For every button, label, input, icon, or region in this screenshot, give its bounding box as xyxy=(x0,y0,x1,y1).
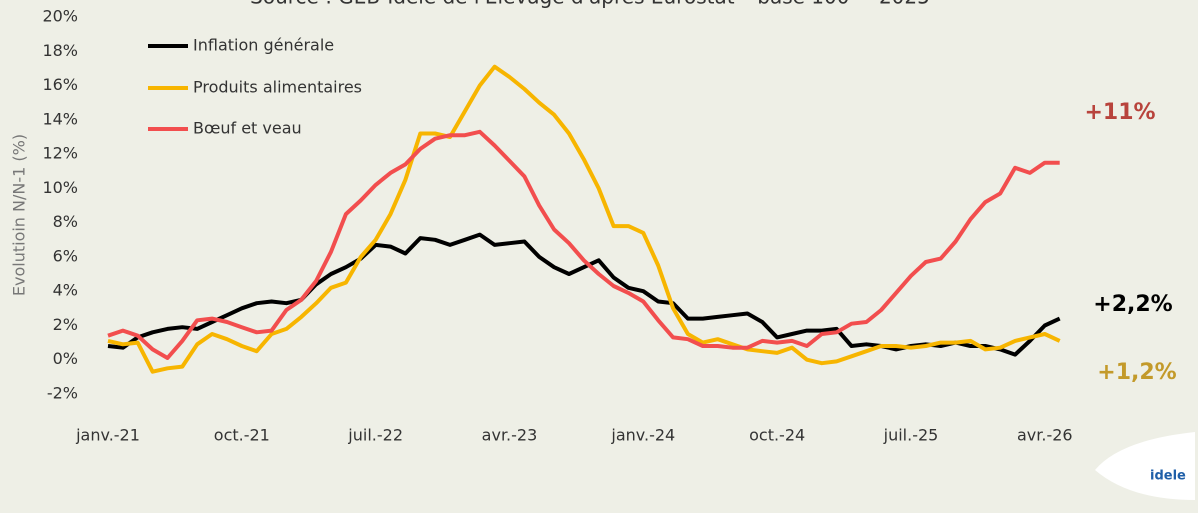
x-tick-label: avr.-23 xyxy=(482,426,538,445)
logo-shape xyxy=(1095,432,1195,500)
x-tick-label: oct.-21 xyxy=(214,426,270,445)
annotation: +1,2% xyxy=(1097,360,1176,385)
y-tick-label: 10% xyxy=(42,178,78,197)
legend-label: Produits alimentaires xyxy=(193,78,362,97)
legend-label: Inflation générale xyxy=(193,36,334,55)
x-tick-label: juil.-25 xyxy=(883,426,939,445)
y-tick-label: 0% xyxy=(53,349,78,368)
x-tick-label: juil.-22 xyxy=(347,426,403,445)
y-tick-label: 16% xyxy=(42,75,78,94)
chart-title: Source : GEB-Idele de l'Elevage d'après … xyxy=(250,0,930,9)
annotation: +2,2% xyxy=(1093,292,1172,317)
y-tick-label: 20% xyxy=(42,7,78,26)
y-tick-label: -2% xyxy=(47,384,78,403)
series-line xyxy=(107,129,1060,360)
x-tick-label: janv.-21 xyxy=(75,426,140,445)
series-line xyxy=(107,64,1061,374)
y-axis-title: Evolutioin N/N-1 (%) xyxy=(10,134,29,296)
y-tick-label: 2% xyxy=(53,315,78,334)
x-tick-label: avr.-26 xyxy=(1017,426,1073,445)
annotation: +11% xyxy=(1084,100,1155,125)
legend-label: Bœuf et veau xyxy=(193,119,302,138)
x-tick-label: janv.-24 xyxy=(610,426,675,445)
y-tick-label: 14% xyxy=(42,109,78,128)
logo-text: idele xyxy=(1150,469,1186,484)
y-tick-label: 12% xyxy=(42,144,78,163)
y-tick-label: 18% xyxy=(42,41,78,60)
y-tick-label: 8% xyxy=(53,212,78,231)
y-tick-label: 6% xyxy=(53,246,78,265)
y-tick-label: 4% xyxy=(53,281,78,300)
x-tick-label: oct.-24 xyxy=(749,426,805,445)
